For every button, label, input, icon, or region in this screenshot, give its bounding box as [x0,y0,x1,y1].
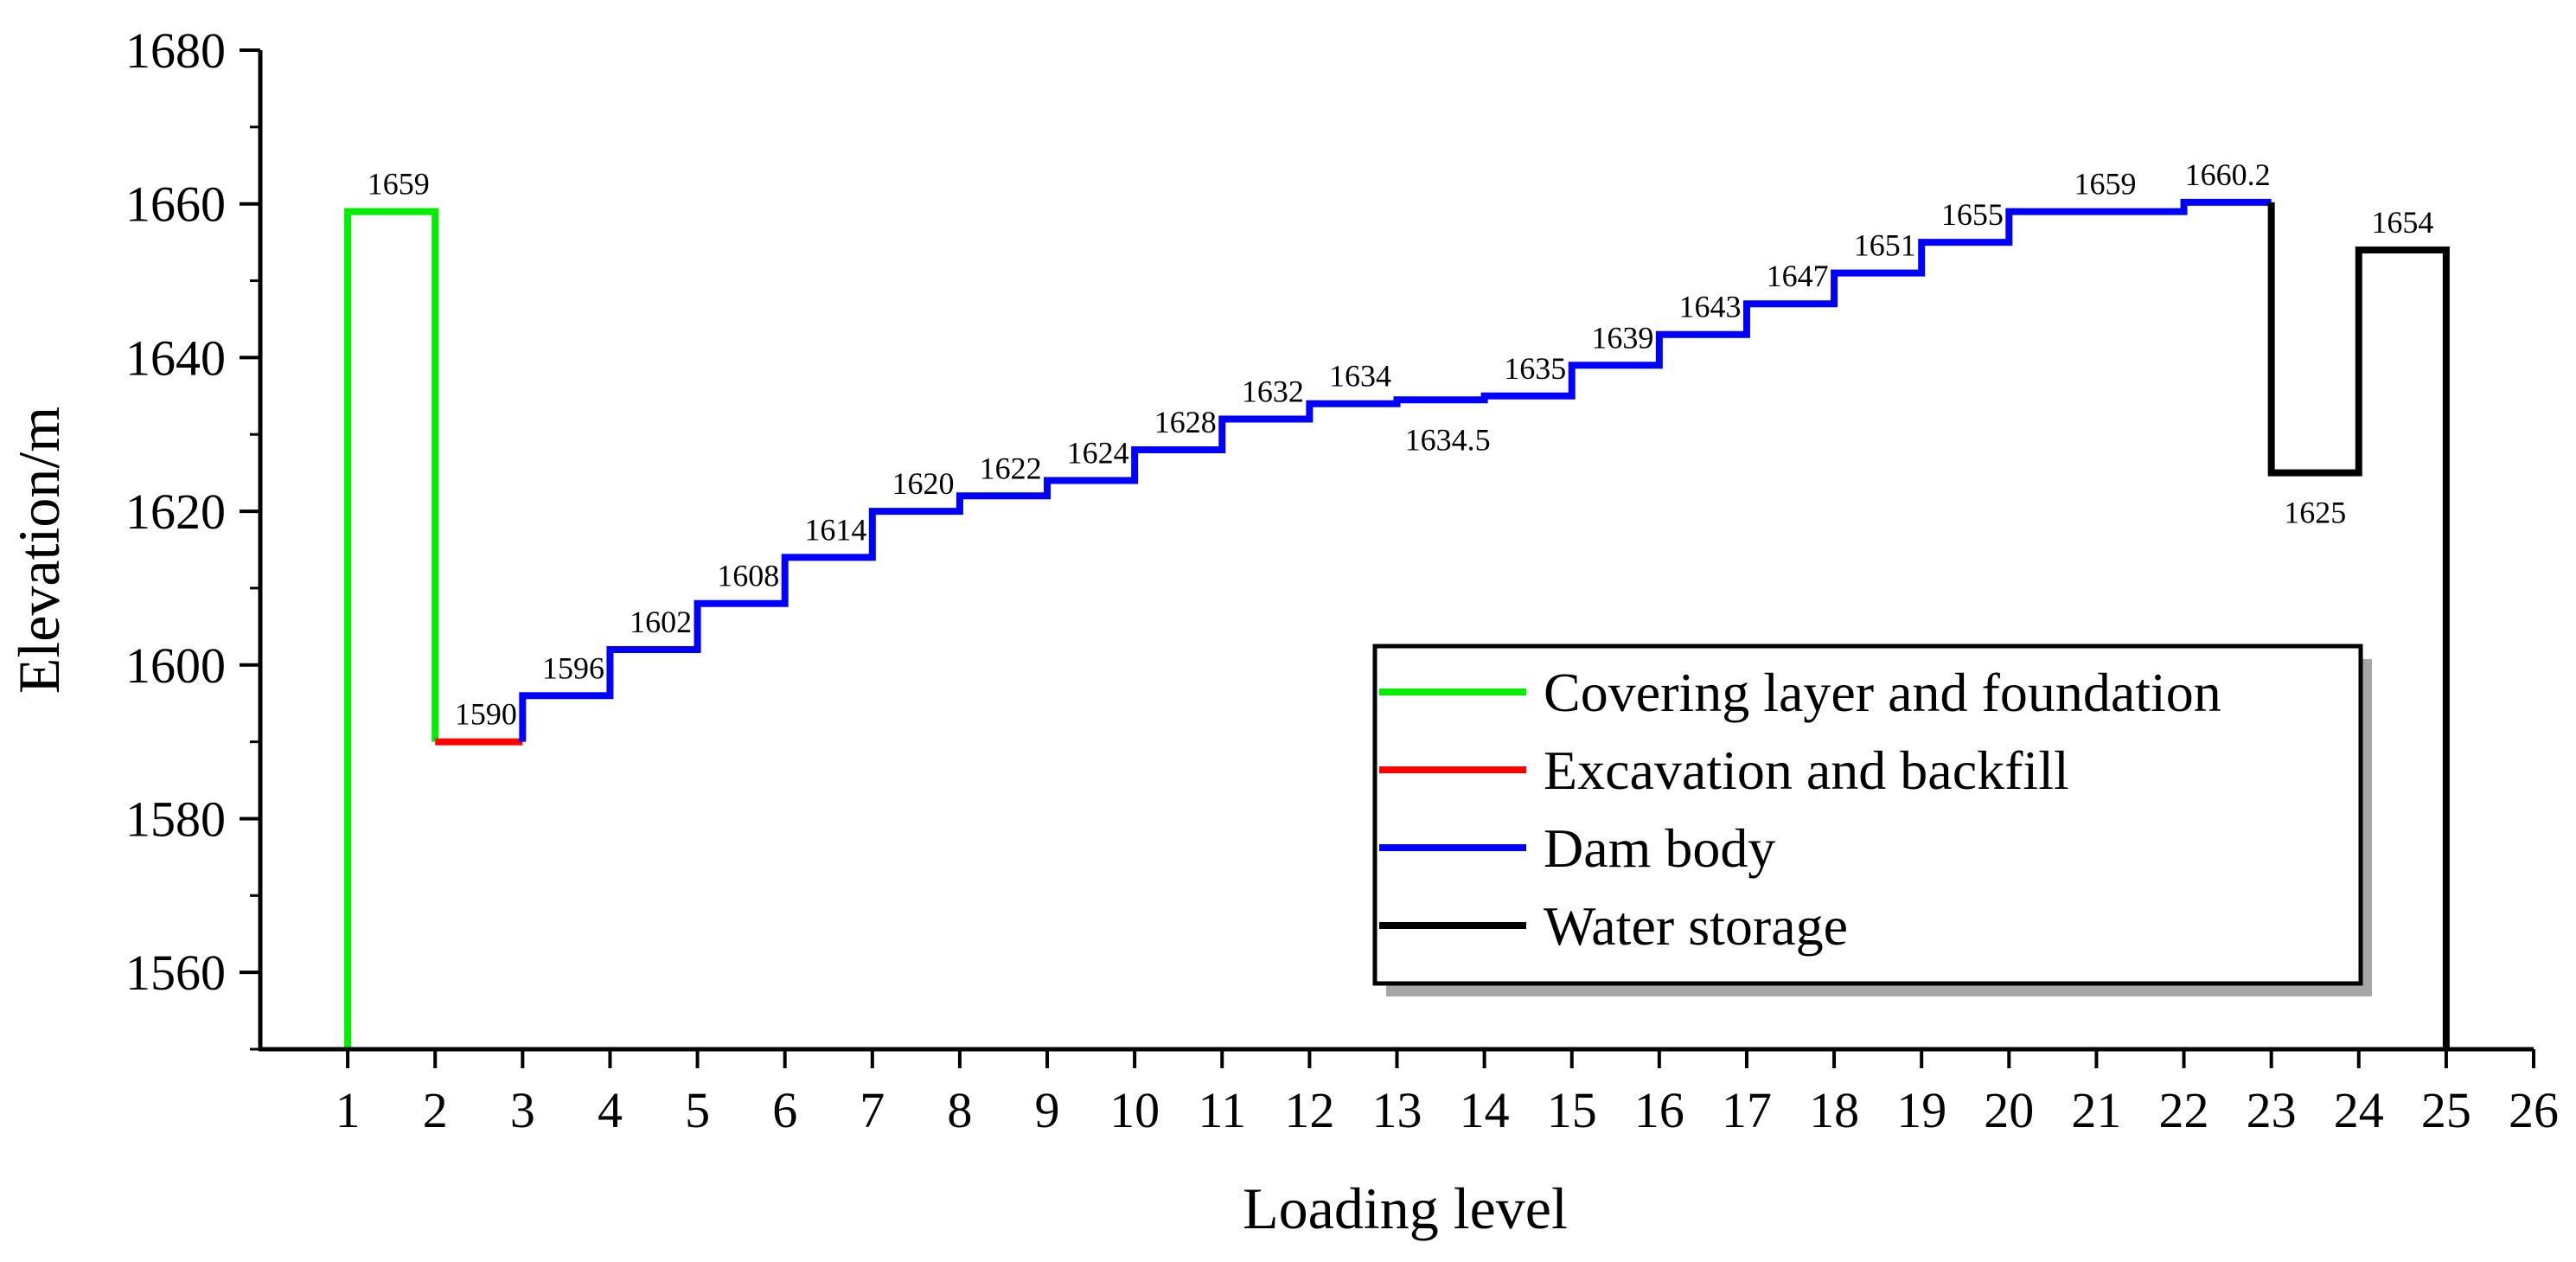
data-label: 1647 [1767,259,1829,293]
x-tick-label: 26 [2509,1082,2559,1138]
y-tick-label: 1660 [125,176,226,233]
y-tick-label: 1680 [125,22,226,79]
legend-box [1372,644,2363,986]
data-label: 1655 [1941,197,2004,232]
data-label: 1654 [2371,205,2433,240]
x-tick-label: 18 [1809,1082,1859,1138]
axes [258,50,2534,1052]
legend-label-excavation-and-backfill: Excavation and backfill [1544,740,2069,801]
x-tick-label: 11 [1198,1082,1246,1138]
data-label: 1628 [1154,405,1217,439]
y-axis-title: Elevation/m [6,407,72,694]
y-tick-label: 1640 [125,330,226,386]
x-tick-label: 7 [860,1082,885,1138]
data-labels: 1659 1590 1596 1602 1608 1614 1620 1622 1624 1628… [368,157,2434,732]
y-tick-label: 1620 [125,484,226,540]
data-label: 1632 [1242,374,1304,408]
x-tick-label: 21 [2071,1082,2121,1138]
y-tick-label: 1600 [125,637,226,694]
x-tick-label: 19 [1896,1082,1946,1138]
x-tick-label: 1 [336,1082,361,1138]
data-label: 1625 [2284,496,2346,530]
x-tick-label: 14 [1460,1082,1510,1138]
x-tick-label: 24 [2334,1082,2384,1138]
data-label: 1639 [1591,320,1653,355]
x-tick-label: 17 [1722,1082,1772,1138]
x-tick-label: 15 [1547,1082,1597,1138]
data-label: 1596 [542,650,604,685]
data-label: 1590 [455,697,517,732]
x-axis-title: Loading level [1243,1176,1568,1241]
x-tick-label: 16 [1634,1082,1684,1138]
series-covering-layer-and-foundation [344,208,439,1049]
data-label: 1660.2 [2185,157,2271,192]
x-tick-label: 10 [1109,1082,1160,1138]
x-tick-label: 12 [1284,1082,1334,1138]
data-label: 1635 [1504,351,1566,386]
data-label: 1622 [980,451,1042,485]
x-tick-label: 9 [1035,1082,1060,1138]
x-tick-label: 13 [1372,1082,1422,1138]
legend: Covering layer and foundation Excavation … [1372,644,2372,996]
data-label: 1643 [1678,290,1741,324]
data-label: 1651 [1854,228,1916,263]
series-dam-body [519,198,2272,742]
legend-label-covering-layer-and-foundation: Covering layer and foundation [1544,662,2221,723]
x-tick-label: 22 [2159,1082,2209,1138]
x-tick-label: 6 [772,1082,797,1138]
data-label: 1659 [368,167,430,202]
data-label: 1659 [2074,167,2137,202]
x-tick-label: 25 [2421,1082,2471,1138]
x-tick-label: 8 [947,1082,972,1138]
data-label: 1614 [804,512,866,547]
series-water-storage [2267,202,2450,1049]
y-tick-label: 1580 [125,791,226,847]
x-tick-label: 23 [2247,1082,2297,1138]
data-label: 1634.5 [1405,422,1491,457]
data-label: 1608 [717,559,779,593]
x-tick-label: 2 [423,1082,448,1138]
x-tick-label: 4 [598,1082,623,1138]
series-layer [344,198,2450,1049]
x-tick-label: 20 [1984,1082,2034,1138]
legend-label-dam-body: Dam body [1544,817,1775,879]
data-label: 1624 [1067,436,1129,471]
legend-label-water-storage: Water storage [1544,895,1848,957]
data-label: 1602 [630,605,692,639]
x-tick-label: 3 [510,1082,535,1138]
data-label: 1620 [892,466,954,501]
y-tick-label: 1560 [125,945,226,1001]
x-tick-label: 5 [685,1082,710,1138]
data-label: 1634 [1329,359,1391,394]
